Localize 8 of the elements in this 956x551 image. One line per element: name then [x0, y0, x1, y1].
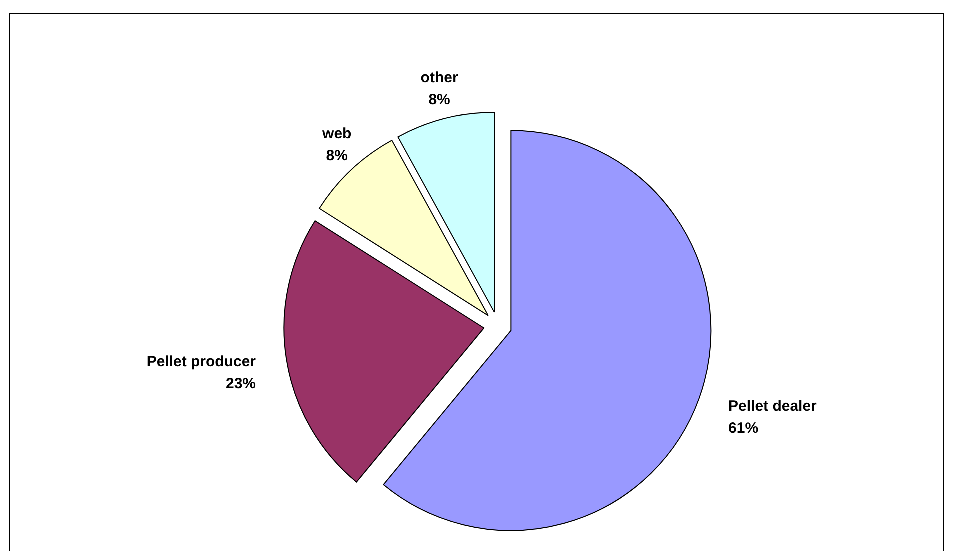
slice-label: other	[420, 69, 458, 86]
data-label: 8%	[326, 148, 348, 165]
slice-label: Pellet dealer	[728, 398, 818, 415]
data-label: 61%	[728, 420, 759, 437]
data-label: 8%	[428, 91, 450, 108]
data-label: 23%	[226, 375, 256, 392]
slice-label: web	[322, 126, 352, 143]
slice-label: Pellet producer	[146, 353, 256, 370]
